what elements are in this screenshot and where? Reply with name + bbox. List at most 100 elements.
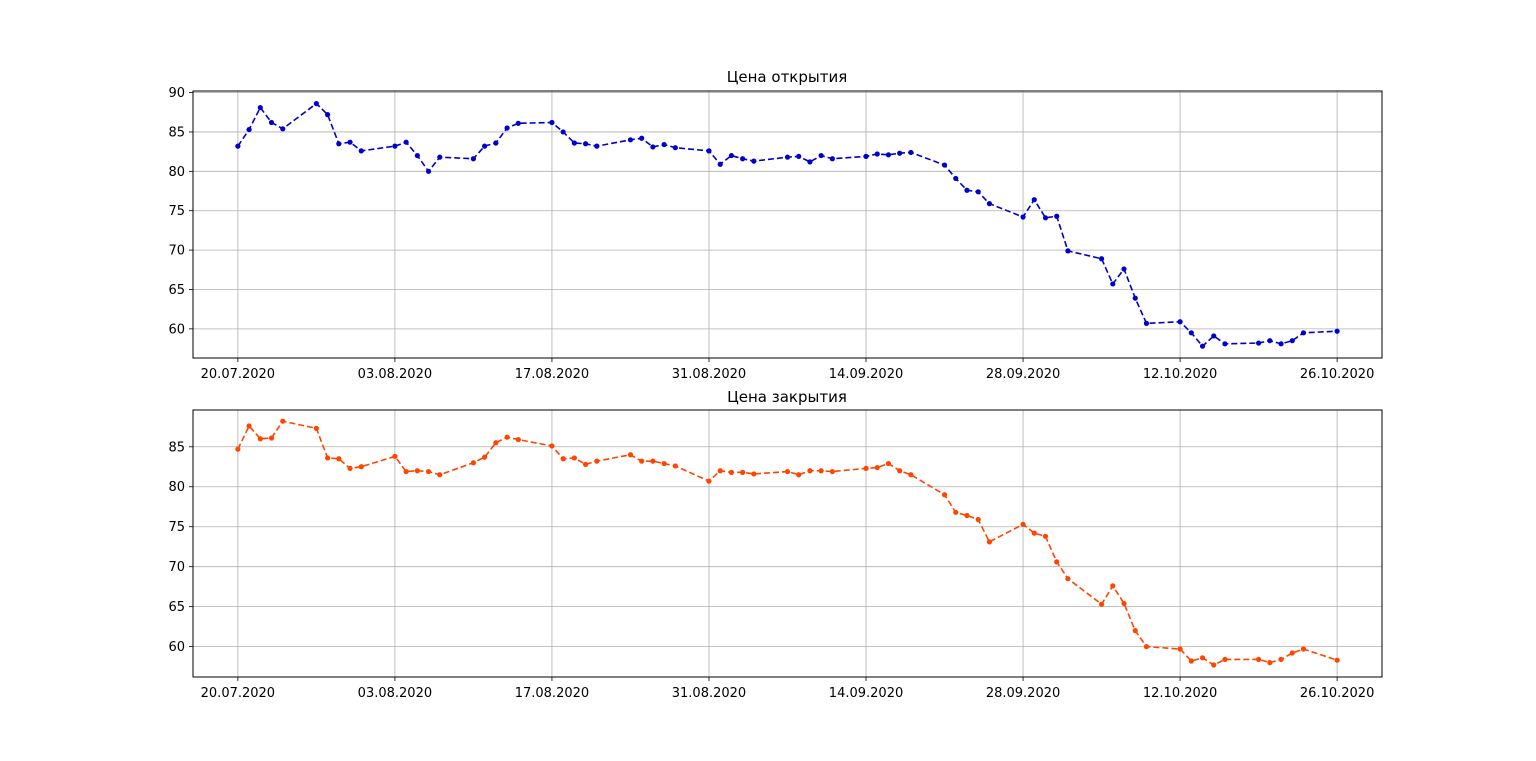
x-tick-label: 12.10.2020 (1143, 686, 1217, 701)
data-point (796, 153, 802, 159)
data-point (1300, 330, 1307, 336)
data-point (392, 143, 398, 149)
data-point (470, 156, 477, 162)
data-point (358, 148, 364, 154)
data-point (706, 148, 712, 154)
y-axis-ticks: 60 65 70 75 80 85 (168, 440, 193, 655)
data-point (1110, 281, 1116, 287)
data-point (437, 472, 443, 478)
data-point (257, 104, 263, 111)
data-point (975, 516, 981, 523)
x-tick-label: 28.09.2020 (986, 367, 1060, 382)
data-point (493, 140, 499, 146)
x-tick-label: 20.07.2020 (201, 686, 275, 701)
data-point (313, 425, 319, 431)
x-tick-label: 17.08.2020 (515, 367, 589, 382)
data-point (504, 434, 510, 440)
data-point (1132, 295, 1138, 301)
data-point (336, 456, 342, 462)
x-tick-label: 26.10.2020 (1300, 686, 1374, 701)
data-point (1188, 658, 1194, 664)
data-point (1211, 662, 1217, 668)
data-point (908, 149, 914, 156)
y-tick-label: 85 (168, 440, 185, 455)
data-point (807, 468, 813, 474)
data-point (1256, 656, 1262, 663)
data-point (1289, 650, 1295, 656)
data-point (796, 472, 802, 478)
data-point (885, 460, 892, 467)
data-point (964, 512, 970, 519)
data-point (706, 478, 712, 484)
data-point (1054, 213, 1060, 219)
data-point (1065, 248, 1071, 254)
data-point (1188, 330, 1194, 336)
data-point (874, 151, 880, 157)
data-point (784, 154, 791, 160)
data-point (1098, 256, 1105, 262)
data-point (515, 120, 521, 126)
data-point (661, 460, 667, 467)
data-point (594, 143, 600, 149)
data-point (515, 436, 521, 443)
data-point (1143, 644, 1150, 650)
y-tick-label: 80 (168, 480, 185, 495)
data-point (549, 443, 555, 449)
y-tick-label: 90 (168, 86, 185, 101)
data-point (482, 454, 488, 460)
data-point (1031, 197, 1037, 203)
y-tick-label: 80 (168, 165, 185, 180)
data-point (672, 145, 678, 151)
chart-title: Цена закрытия (727, 388, 847, 406)
data-point (425, 168, 432, 174)
y-axis-ticks: 60 65 70 75 80 85 90 (168, 86, 193, 337)
data-point (1132, 628, 1138, 634)
data-point (829, 156, 835, 162)
data-point (975, 189, 981, 195)
y-tick-label: 70 (168, 560, 185, 575)
data-point (874, 464, 880, 471)
data-point (1020, 214, 1026, 220)
data-point (414, 152, 420, 159)
data-point (437, 154, 443, 160)
data-point (336, 141, 342, 147)
data-point (1300, 646, 1307, 652)
y-tick-label: 60 (168, 640, 185, 655)
data-point (280, 418, 286, 424)
data-point (493, 440, 499, 446)
close-price-chart: Цена закрытия 20.07.2020 03.08.2020 17.08.… (168, 388, 1383, 701)
data-point (863, 153, 869, 159)
data-point (639, 135, 645, 141)
chart-title: Цена открытия (727, 68, 848, 86)
data-point (358, 464, 364, 470)
data-point (235, 446, 241, 452)
data-point (1267, 338, 1273, 344)
data-point (425, 468, 432, 475)
data-point (1334, 328, 1340, 334)
data-point (717, 468, 723, 474)
x-tick-label: 31.08.2020 (672, 686, 746, 701)
data-point (728, 469, 735, 475)
x-tick-label: 26.10.2020 (1300, 367, 1374, 382)
data-point (986, 539, 993, 545)
data-point (1143, 320, 1150, 326)
data-point (347, 465, 353, 471)
x-tick-label: 20.07.2020 (201, 367, 275, 382)
data-point (964, 187, 970, 193)
y-tick-label: 70 (168, 244, 185, 259)
data-point (414, 468, 420, 474)
data-point (829, 468, 835, 475)
data-point (1278, 341, 1284, 347)
open-price-series (235, 101, 1340, 349)
data-point (482, 143, 488, 149)
x-tick-label: 17.08.2020 (515, 686, 589, 701)
y-tick-label: 65 (168, 600, 185, 615)
data-point (1256, 340, 1262, 346)
data-point (1065, 576, 1071, 582)
grid-lines (193, 410, 1382, 677)
data-point (728, 152, 735, 159)
data-point (650, 144, 656, 150)
data-point (582, 141, 589, 147)
data-point (347, 139, 353, 145)
x-axis-ticks: 20.07.2020 03.08.2020 17.08.2020 31.08.2020… (201, 677, 1374, 701)
